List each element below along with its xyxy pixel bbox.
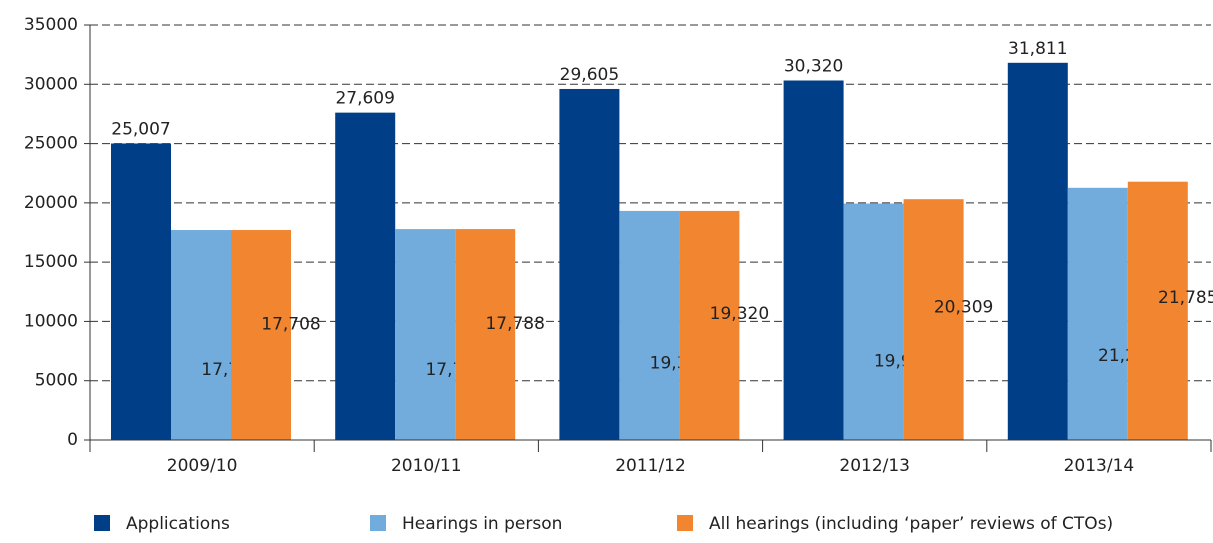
y-tick-label: 25000 xyxy=(24,134,78,154)
data-label: 31,811 xyxy=(1008,39,1067,59)
bar xyxy=(231,230,291,440)
y-tick-label: 0 xyxy=(67,430,78,450)
bar xyxy=(395,229,456,440)
data-label: 19,320 xyxy=(710,304,769,324)
bar xyxy=(1007,62,1068,440)
legend-swatch xyxy=(370,515,386,531)
bar xyxy=(903,199,964,440)
bar xyxy=(1127,181,1188,440)
y-tick-label: 35000 xyxy=(24,15,78,35)
x-tick-label: 2010/11 xyxy=(391,456,462,476)
y-tick-label: 5000 xyxy=(35,371,78,391)
bar xyxy=(679,210,740,440)
legend-label: All hearings (including ‘paper’ reviews … xyxy=(709,514,1113,534)
x-tick-label: 2009/10 xyxy=(167,456,238,476)
legend-label: Applications xyxy=(126,514,230,534)
y-tick-label: 30000 xyxy=(24,74,78,94)
data-label: 29,605 xyxy=(560,65,619,85)
y-tick-label: 10000 xyxy=(24,311,78,331)
bar xyxy=(619,210,680,440)
data-label: 25,007 xyxy=(111,119,170,139)
bar xyxy=(1067,187,1128,440)
data-label: 27,609 xyxy=(335,89,394,109)
legend-label: Hearings in person xyxy=(402,514,562,534)
bar xyxy=(171,230,231,440)
bar xyxy=(559,88,620,440)
bar xyxy=(335,112,396,441)
y-tick-label: 20000 xyxy=(24,193,78,213)
x-tick-label: 2012/13 xyxy=(839,456,910,476)
bar xyxy=(843,203,904,440)
bar xyxy=(111,143,171,440)
legend-swatch xyxy=(677,515,693,531)
data-label: 20,309 xyxy=(934,298,993,318)
data-label: 17,708 xyxy=(261,315,320,335)
bar xyxy=(783,80,844,441)
data-label: 30,320 xyxy=(784,56,843,76)
x-tick-label: 2013/14 xyxy=(1064,456,1135,476)
data-label: 17,788 xyxy=(485,314,544,334)
x-tick-label: 2011/12 xyxy=(615,456,686,476)
bar xyxy=(455,229,516,440)
legend-swatch xyxy=(94,515,110,531)
data-label: 21,785 xyxy=(1158,288,1213,308)
y-tick-label: 15000 xyxy=(24,252,78,272)
